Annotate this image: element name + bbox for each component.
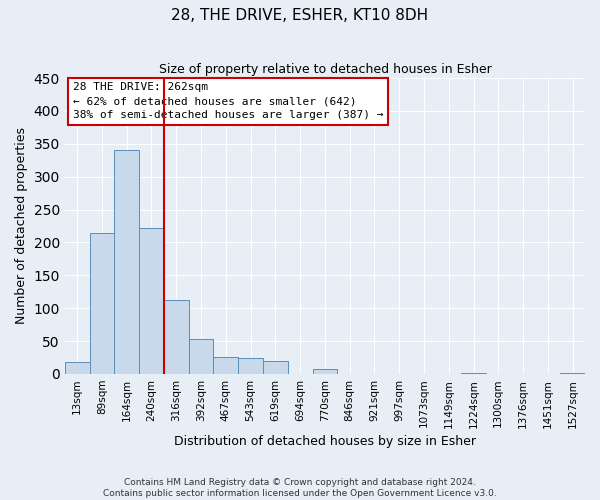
Text: 28 THE DRIVE: 262sqm
← 62% of detached houses are smaller (642)
38% of semi-deta: 28 THE DRIVE: 262sqm ← 62% of detached h… — [73, 82, 383, 120]
Bar — [139, 228, 164, 374]
Title: Size of property relative to detached houses in Esher: Size of property relative to detached ho… — [158, 62, 491, 76]
Bar — [188, 339, 214, 374]
Bar — [65, 362, 89, 374]
Text: 28, THE DRIVE, ESHER, KT10 8DH: 28, THE DRIVE, ESHER, KT10 8DH — [172, 8, 428, 22]
Bar — [263, 361, 288, 374]
Bar — [214, 357, 238, 374]
Bar — [115, 150, 139, 374]
Bar — [238, 358, 263, 374]
Bar — [560, 372, 585, 374]
Bar — [313, 370, 337, 374]
Y-axis label: Number of detached properties: Number of detached properties — [15, 128, 28, 324]
Bar — [461, 372, 486, 374]
Text: Contains HM Land Registry data © Crown copyright and database right 2024.
Contai: Contains HM Land Registry data © Crown c… — [103, 478, 497, 498]
Bar — [89, 232, 115, 374]
X-axis label: Distribution of detached houses by size in Esher: Distribution of detached houses by size … — [174, 434, 476, 448]
Bar — [164, 300, 188, 374]
